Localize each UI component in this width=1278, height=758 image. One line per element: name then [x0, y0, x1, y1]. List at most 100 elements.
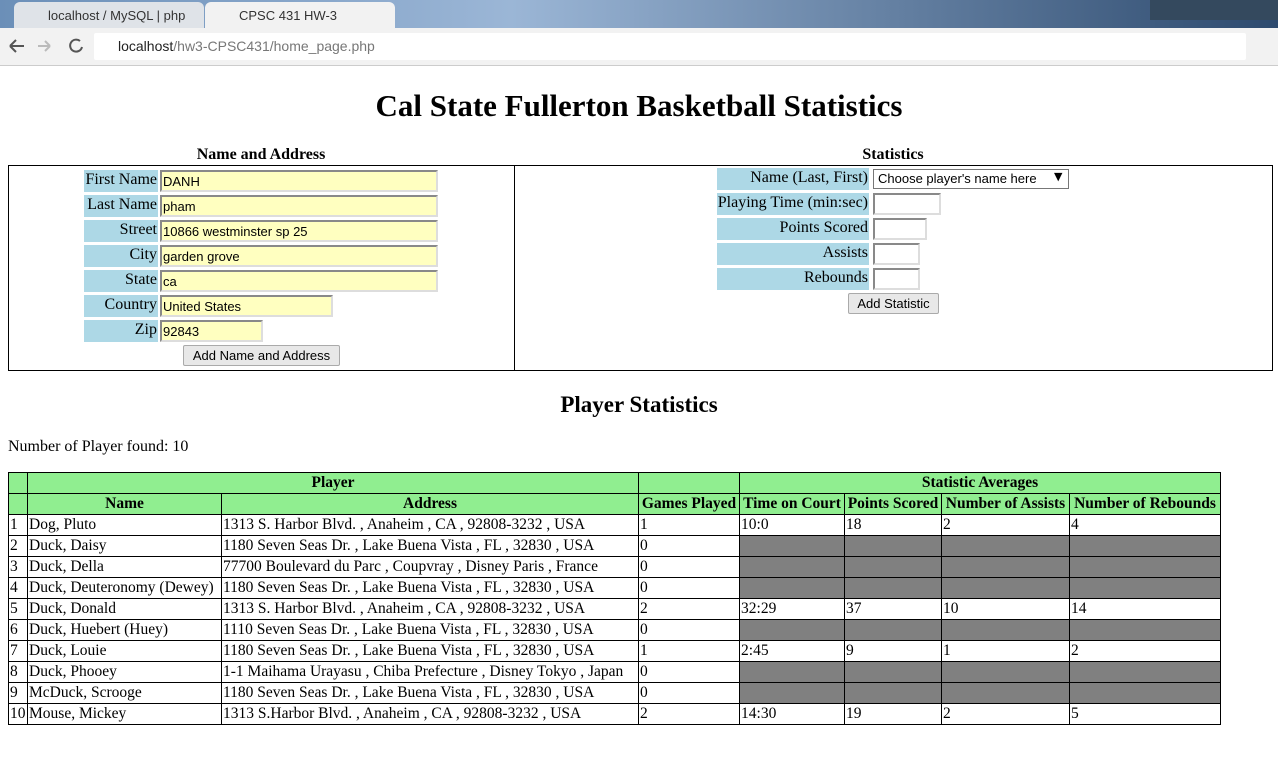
table-cell: Duck, Della [27, 556, 222, 578]
text-input[interactable]: 92843 [160, 320, 263, 342]
text-input[interactable]: ca [160, 270, 438, 292]
empty-cell [1069, 577, 1222, 599]
table-row: 5 Duck, Donald 1313 S. Harbor Blvd. , Anah… [8, 598, 1222, 620]
table-cell: 1180 Seven Seas Dr. , Lake Buena Vista ,… [220, 640, 640, 662]
column-header: Games Played [638, 493, 741, 515]
table-row: 4 Duck, Deuteronomy (Dewey) 1180 Seven Sea… [8, 577, 1222, 599]
text-input[interactable]: DANH [160, 170, 438, 192]
table-cell: 1180 Seven Seas Dr. , Lake Buena Vista ,… [220, 577, 640, 599]
table-cell: 10 [8, 703, 28, 725]
table-cell: 0 [638, 556, 741, 578]
empty-cell [739, 535, 846, 557]
empty-cell [739, 556, 846, 578]
header-row: Player Statistic Averages [8, 472, 1222, 494]
column-header: Points Scored [844, 493, 943, 515]
empty-cell [941, 682, 1071, 704]
text-input[interactable] [873, 268, 920, 290]
table-cell: 2 [638, 598, 741, 620]
field-label: Street [84, 220, 158, 242]
table-cell: 10 [941, 598, 1071, 620]
table-cell: 0 [638, 682, 741, 704]
tab-bar: localhost / MySQL | php CPSC 431 HW-3 [0, 0, 1278, 28]
table-cell: 1 [638, 514, 741, 536]
text-input[interactable]: garden grove [160, 245, 438, 267]
empty-cell [739, 661, 846, 683]
table-cell: 9 [8, 682, 28, 704]
table-row: 6 Duck, Huebert (Huey) 1110 Seven Seas Dr.… [8, 619, 1222, 641]
table-cell: 0 [638, 661, 741, 683]
select[interactable]: Choose player's name here [873, 169, 1069, 189]
table-cell: 14 [1069, 598, 1222, 620]
table-cell: 2 [941, 514, 1071, 536]
empty-cell [844, 535, 943, 557]
empty-cell [1069, 682, 1222, 704]
table-cell: McDuck, Scrooge [27, 682, 222, 704]
empty-cell [941, 661, 1071, 683]
empty-cell [1069, 619, 1222, 641]
tab[interactable]: localhost / MySQL | php [14, 2, 204, 28]
text-input[interactable] [873, 193, 941, 215]
url-host: localhost [118, 38, 174, 54]
column-header: Name [27, 493, 222, 515]
empty-cell [844, 619, 943, 641]
table-cell: 2 [941, 703, 1071, 725]
empty-cell [844, 556, 943, 578]
tab[interactable]: CPSC 431 HW-3 [205, 2, 395, 28]
empty-cell [739, 619, 846, 641]
table-cell: 8 [8, 661, 28, 683]
empty-cell [1069, 661, 1222, 683]
field-label: Country [84, 295, 158, 317]
text-input[interactable] [873, 243, 920, 265]
table-cell: 0 [638, 535, 741, 557]
table-cell: 1313 S. Harbor Blvd. , Anaheim , CA , 92… [220, 514, 640, 536]
table-row: 2 Duck, Daisy 1180 Seven Seas Dr. , Lake B… [8, 535, 1222, 557]
table-cell: 32:29 [739, 598, 846, 620]
table-cell: 7 [8, 640, 28, 662]
button[interactable]: Add Name and Address [183, 345, 340, 366]
address-bar[interactable]: localhost/hw3-CPSC431/home_page.php [94, 33, 1246, 60]
table-row: 8 Duck, Phooey 1-1 Maihama Urayasu , Chiba… [8, 661, 1222, 683]
form-table [8, 165, 1273, 371]
table-cell: Dog, Pluto [27, 514, 222, 536]
table-cell: 9 [844, 640, 943, 662]
empty-cell [941, 556, 1071, 578]
field-label: First Name [84, 170, 158, 192]
empty-cell [739, 682, 846, 704]
table-cell: 19 [844, 703, 943, 725]
table-cell: 14:30 [739, 703, 846, 725]
table-cell: 1 [638, 640, 741, 662]
text-input[interactable]: 10866 westminster sp 25 [160, 220, 438, 242]
table-cell: 1 [8, 514, 28, 536]
table-cell: 2 [638, 703, 741, 725]
table-cell: 2 [8, 535, 28, 557]
divider [514, 165, 515, 371]
field-label: City [84, 245, 158, 267]
select-arrow: ▼ [1054, 170, 1063, 183]
field-label: Points Scored [717, 218, 869, 240]
nav-buttons[interactable] [6, 36, 86, 56]
group-header: Player [26, 472, 640, 494]
text-input[interactable] [873, 218, 927, 240]
column-header: Address [220, 493, 640, 515]
text-input[interactable]: pham [160, 195, 438, 217]
table-cell: Mouse, Mickey [27, 703, 222, 725]
button[interactable]: Add Statistic [848, 293, 939, 314]
window-controls[interactable] [1150, 0, 1278, 20]
table-cell: Duck, Daisy [27, 535, 222, 557]
count-text: Number of Player found: 10 [8, 438, 189, 455]
header-cell [8, 472, 28, 494]
field-label: Zip [84, 320, 158, 342]
table-cell: Duck, Huebert (Huey) [27, 619, 222, 641]
table-cell: 6 [8, 619, 28, 641]
table-row: 10 Mouse, Mickey 1313 S.Harbor Blvd. , Ana… [8, 703, 1222, 725]
empty-cell [1069, 556, 1222, 578]
field-label: Assists [717, 243, 869, 265]
field-label: Last Name [84, 195, 158, 217]
empty-cell [941, 619, 1071, 641]
empty-cell [844, 577, 943, 599]
table-cell: 5 [8, 598, 28, 620]
table-row: 3 Duck, Della 77700 Boulevard du Parc , Co… [8, 556, 1222, 578]
table-cell: 10:0 [739, 514, 846, 536]
text-input[interactable]: United States [160, 295, 333, 317]
